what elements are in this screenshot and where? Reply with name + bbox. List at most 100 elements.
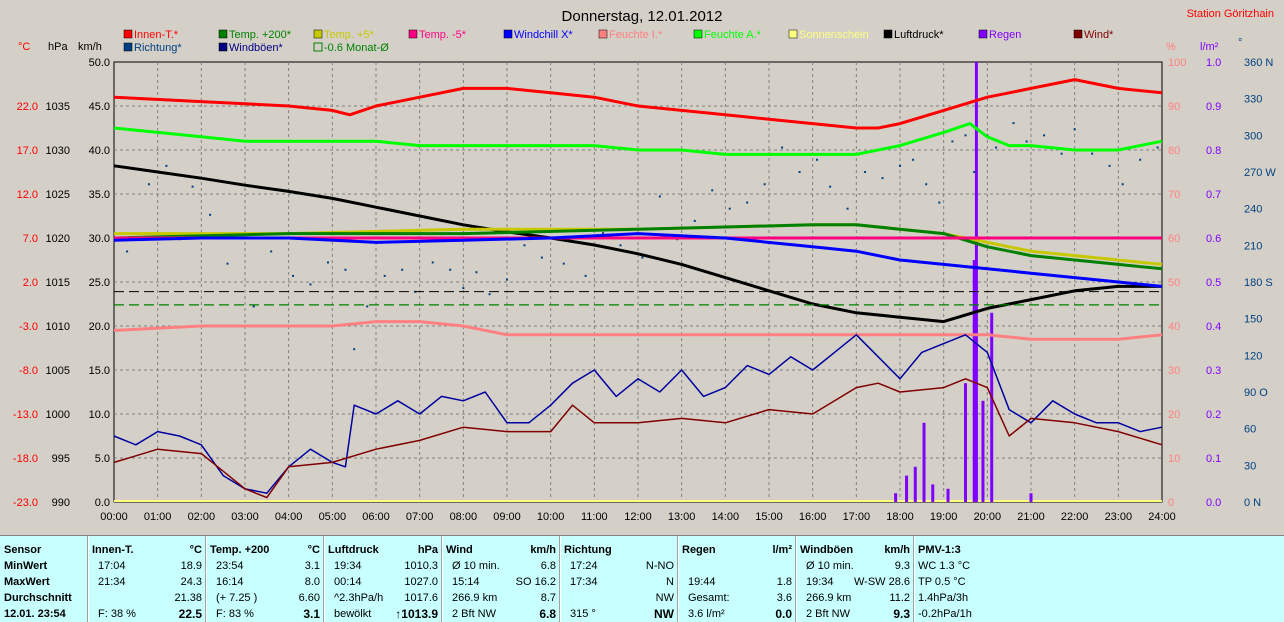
- stats-separator: [323, 536, 325, 622]
- stats-unit: km/h: [884, 544, 910, 556]
- stats-cell: NW: [655, 592, 674, 604]
- direction-point: [798, 171, 801, 173]
- rain-bar: [972, 260, 976, 502]
- stats-column: Windböen km/h Ø 10 min. 9.3 19:34 W-SW 28.6 26…: [796, 536, 914, 622]
- stats-header: PMV-1:3: [918, 544, 961, 556]
- stats-cell: SO 16.2: [515, 576, 556, 588]
- stats-row: WC 1.3 °C: [914, 558, 1284, 574]
- direction-point: [431, 261, 434, 264]
- stats-column: Regen l/m² 19:44 1.8 Gesamt: 3.6 3.6 l/m² 0.0: [678, 536, 796, 622]
- stats-row-label: Durchschnitt: [4, 592, 72, 604]
- rain-unit: l/m²: [1200, 41, 1219, 53]
- direction-point: [925, 183, 928, 186]
- stats-row: 21.38: [88, 590, 206, 606]
- chart-title: Donnerstag, 12.01.2012: [562, 8, 723, 25]
- direction-point: [912, 158, 915, 161]
- stats-column: Innen-T. °C 17:04 18.9 21:34 24.3 21.38 F: 38 %…: [88, 536, 206, 622]
- pct-tick-label: 20: [1168, 409, 1180, 421]
- stats-row: MaxWert: [0, 574, 88, 590]
- series-line-windb-en-: [113, 334, 1163, 494]
- stats-cell: 8.7: [540, 592, 556, 604]
- stats-row: Gesamt: 3.6: [678, 590, 796, 606]
- stats-row: Durchschnitt: [0, 590, 88, 606]
- stats-cell: 9.3: [894, 560, 910, 572]
- x-tick-label: 01:00: [144, 511, 172, 523]
- stats-column: Luftdruck hPa 19:34 1010.3 00:14 1027.0 ^2.3hP…: [324, 536, 442, 622]
- legend-label: Luftdruck*: [894, 29, 944, 41]
- stats-cell: 6.60: [298, 592, 320, 604]
- stats-row: [678, 558, 796, 574]
- direction-point: [693, 219, 696, 222]
- kmh-tick-label: 45.0: [89, 101, 110, 113]
- direction-point: [209, 213, 212, 216]
- x-tick-label: 00:00: [100, 511, 128, 523]
- stats-row: 23:54 3.1: [206, 558, 324, 574]
- dir-tick-label: 300: [1244, 130, 1262, 142]
- dir-tick-label: 270 W: [1244, 167, 1276, 179]
- stats-cell: 3.6: [776, 592, 792, 604]
- stats-cell: 266.9 km: [806, 592, 852, 604]
- legend-label: Richtung*: [134, 42, 182, 54]
- rain-tick-label: 0.5: [1206, 277, 1221, 289]
- stats-cell: 23:54: [216, 560, 244, 572]
- direction-point: [191, 185, 194, 188]
- direction-point: [147, 183, 150, 186]
- pct-tick-label: 60: [1168, 233, 1180, 245]
- stats-panel: Sensor MinWert MaxWert Durchschnitt 12.01. 2…: [0, 535, 1284, 622]
- rain-tick-label: 0.6: [1206, 233, 1221, 245]
- stats-row: 16:14 8.0: [206, 574, 324, 590]
- x-tick-label: 12:00: [624, 511, 652, 523]
- kmh-tick-label: 10.0: [89, 409, 110, 421]
- direction-point: [951, 140, 954, 143]
- hpa-tick-label: 990: [52, 497, 70, 509]
- hpa-unit: hPa: [48, 41, 68, 53]
- stats-cell: 15:14: [452, 576, 480, 588]
- x-tick-label: 23:00: [1105, 511, 1133, 523]
- x-tick-label: 15:00: [755, 511, 783, 523]
- stats-header-row: Wind km/h: [442, 542, 560, 558]
- direction-point: [899, 164, 901, 167]
- stats-column: Wind km/h Ø 10 min. 6.8 15:14 SO 16.2 266.9 km…: [442, 536, 560, 622]
- stats-unit: hPa: [417, 544, 438, 556]
- legend-swatch: [313, 29, 323, 39]
- stats-header: Richtung: [564, 544, 612, 556]
- stats-cell: TP 0.5 °C: [918, 576, 966, 588]
- temp-tick-label: 22.0: [17, 101, 38, 113]
- series-line-windchill-x-: [113, 232, 1163, 288]
- dir-tick-label: 0 N: [1244, 497, 1261, 509]
- series-line-innen-t-: [113, 78, 1163, 130]
- weather-chart: 22.0 17.0 12.0 7.0 2.0 -3.0 -8.0 -13.0 -18.0 -23.…: [12, 8, 1277, 523]
- direction-point: [1043, 134, 1046, 137]
- stats-header-row: Temp. +200 °C: [206, 542, 324, 558]
- direction-point: [562, 262, 565, 265]
- stats-separator: [913, 536, 915, 622]
- pct-unit: %: [1166, 41, 1176, 53]
- legend-label: Windböen*: [229, 42, 284, 54]
- stats-row: 266.9 km 8.7: [442, 590, 560, 606]
- pct-tick-label: 100: [1168, 57, 1186, 69]
- rain-tick-label: 0.2: [1206, 409, 1221, 421]
- stats-cell: 11.2: [889, 592, 910, 604]
- stats-cell: 00:14: [334, 576, 362, 588]
- kmh-tick-label: 35.0: [89, 189, 110, 201]
- direction-point: [383, 274, 386, 277]
- legend-label: Feuchte I.*: [609, 29, 663, 41]
- direction-point: [1012, 122, 1015, 125]
- legend-swatch: [1073, 29, 1083, 39]
- stats-row: Ø 10 min. 6.8: [442, 558, 560, 574]
- stats-row: -0.2hPa/1h: [914, 606, 1284, 622]
- rain-bar: [905, 475, 909, 502]
- stats-row: 00:14 1027.0: [324, 574, 442, 590]
- direction-point: [711, 189, 714, 192]
- hpa-tick-label: 1000: [46, 409, 70, 421]
- stats-cell: 24.3: [180, 576, 202, 588]
- stats-column: PMV-1:3 WC 1.3 °C TP 0.5 °C 1.4hPa/3h -0.2hP…: [914, 536, 1284, 622]
- direction-point: [1025, 140, 1028, 143]
- legend-label: Temp. +200*: [229, 29, 292, 41]
- stats-cell: Gesamt:: [688, 592, 730, 604]
- stats-row: 19:34 W-SW 28.6: [796, 574, 914, 590]
- stats-row-label: MaxWert: [4, 576, 50, 588]
- legend-label: Feuchte A.*: [704, 29, 762, 41]
- stats-unit: l/m²: [772, 544, 792, 556]
- stats-cell: bewölkt: [334, 608, 372, 620]
